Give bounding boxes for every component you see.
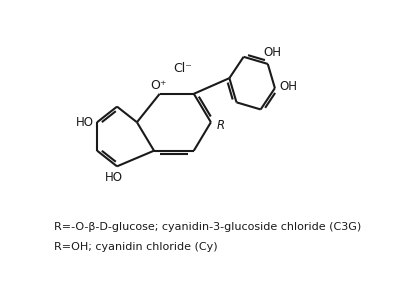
Text: O⁺: O⁺ [150, 79, 166, 92]
Text: Cl⁻: Cl⁻ [173, 62, 192, 75]
Text: R: R [217, 119, 225, 132]
Text: R=-O-β-D-glucose; cyanidin-3-glucoside chloride (C3G): R=-O-β-D-glucose; cyanidin-3-glucoside c… [54, 222, 362, 232]
Text: HO: HO [76, 116, 94, 129]
Text: HO: HO [105, 171, 123, 184]
Text: OH: OH [279, 80, 297, 93]
Text: R=OH; cyanidin chloride (Cy): R=OH; cyanidin chloride (Cy) [54, 242, 218, 252]
Text: OH: OH [264, 46, 281, 59]
